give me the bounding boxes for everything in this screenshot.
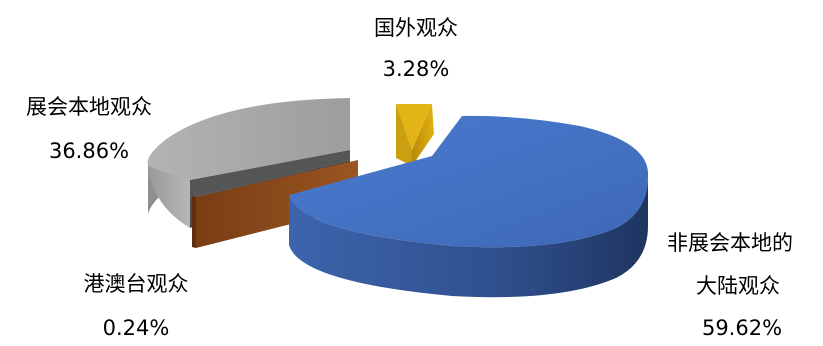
- label-hk-macao-taiwan-name: 港澳台观众: [84, 272, 189, 296]
- slice-hk-macao-taiwan-edge: [192, 196, 196, 248]
- slice-foreign-front: [412, 104, 434, 166]
- label-non-local-mainland-percent: 59.62%: [702, 316, 782, 340]
- slice-hk-macao-taiwan-face: [196, 160, 358, 248]
- slice-non-local-mainland-side: [289, 176, 648, 298]
- slice-foreign-audience: [396, 104, 434, 166]
- slice-hk-macao-taiwan-audience: [192, 160, 358, 248]
- label-foreign-audience: 国外观众 3.28%: [374, 16, 458, 81]
- slice-foreign-side: [396, 104, 412, 166]
- label-local-exhibition-name: 展会本地观众: [26, 95, 152, 119]
- label-local-exhibition-audience: 展会本地观众 36.86%: [26, 95, 152, 163]
- slice-local-exhibition-top: [147, 98, 350, 180]
- label-local-exhibition-percent: 36.86%: [49, 139, 129, 163]
- label-non-local-mainland-audience: 非展会本地的 大陆观众 59.62%: [667, 231, 793, 340]
- slice-local-exhibition-front: [148, 165, 190, 228]
- slice-local-exhibition-inner: [190, 150, 350, 198]
- slice-foreign-top: [396, 104, 432, 150]
- label-foreign-name: 国外观众: [374, 16, 458, 40]
- slice-non-local-mainland-audience: [289, 115, 649, 298]
- label-non-local-mainland-name-line2: 大陆观众: [696, 274, 780, 298]
- label-non-local-mainland-name-line1: 非展会本地的: [667, 231, 793, 255]
- label-foreign-percent: 3.28%: [383, 57, 450, 81]
- label-hk-macao-taiwan-percent: 0.24%: [103, 316, 170, 340]
- label-hk-macao-taiwan-audience: 港澳台观众 0.24%: [84, 272, 189, 340]
- slice-non-local-mainland-top: [289, 115, 649, 248]
